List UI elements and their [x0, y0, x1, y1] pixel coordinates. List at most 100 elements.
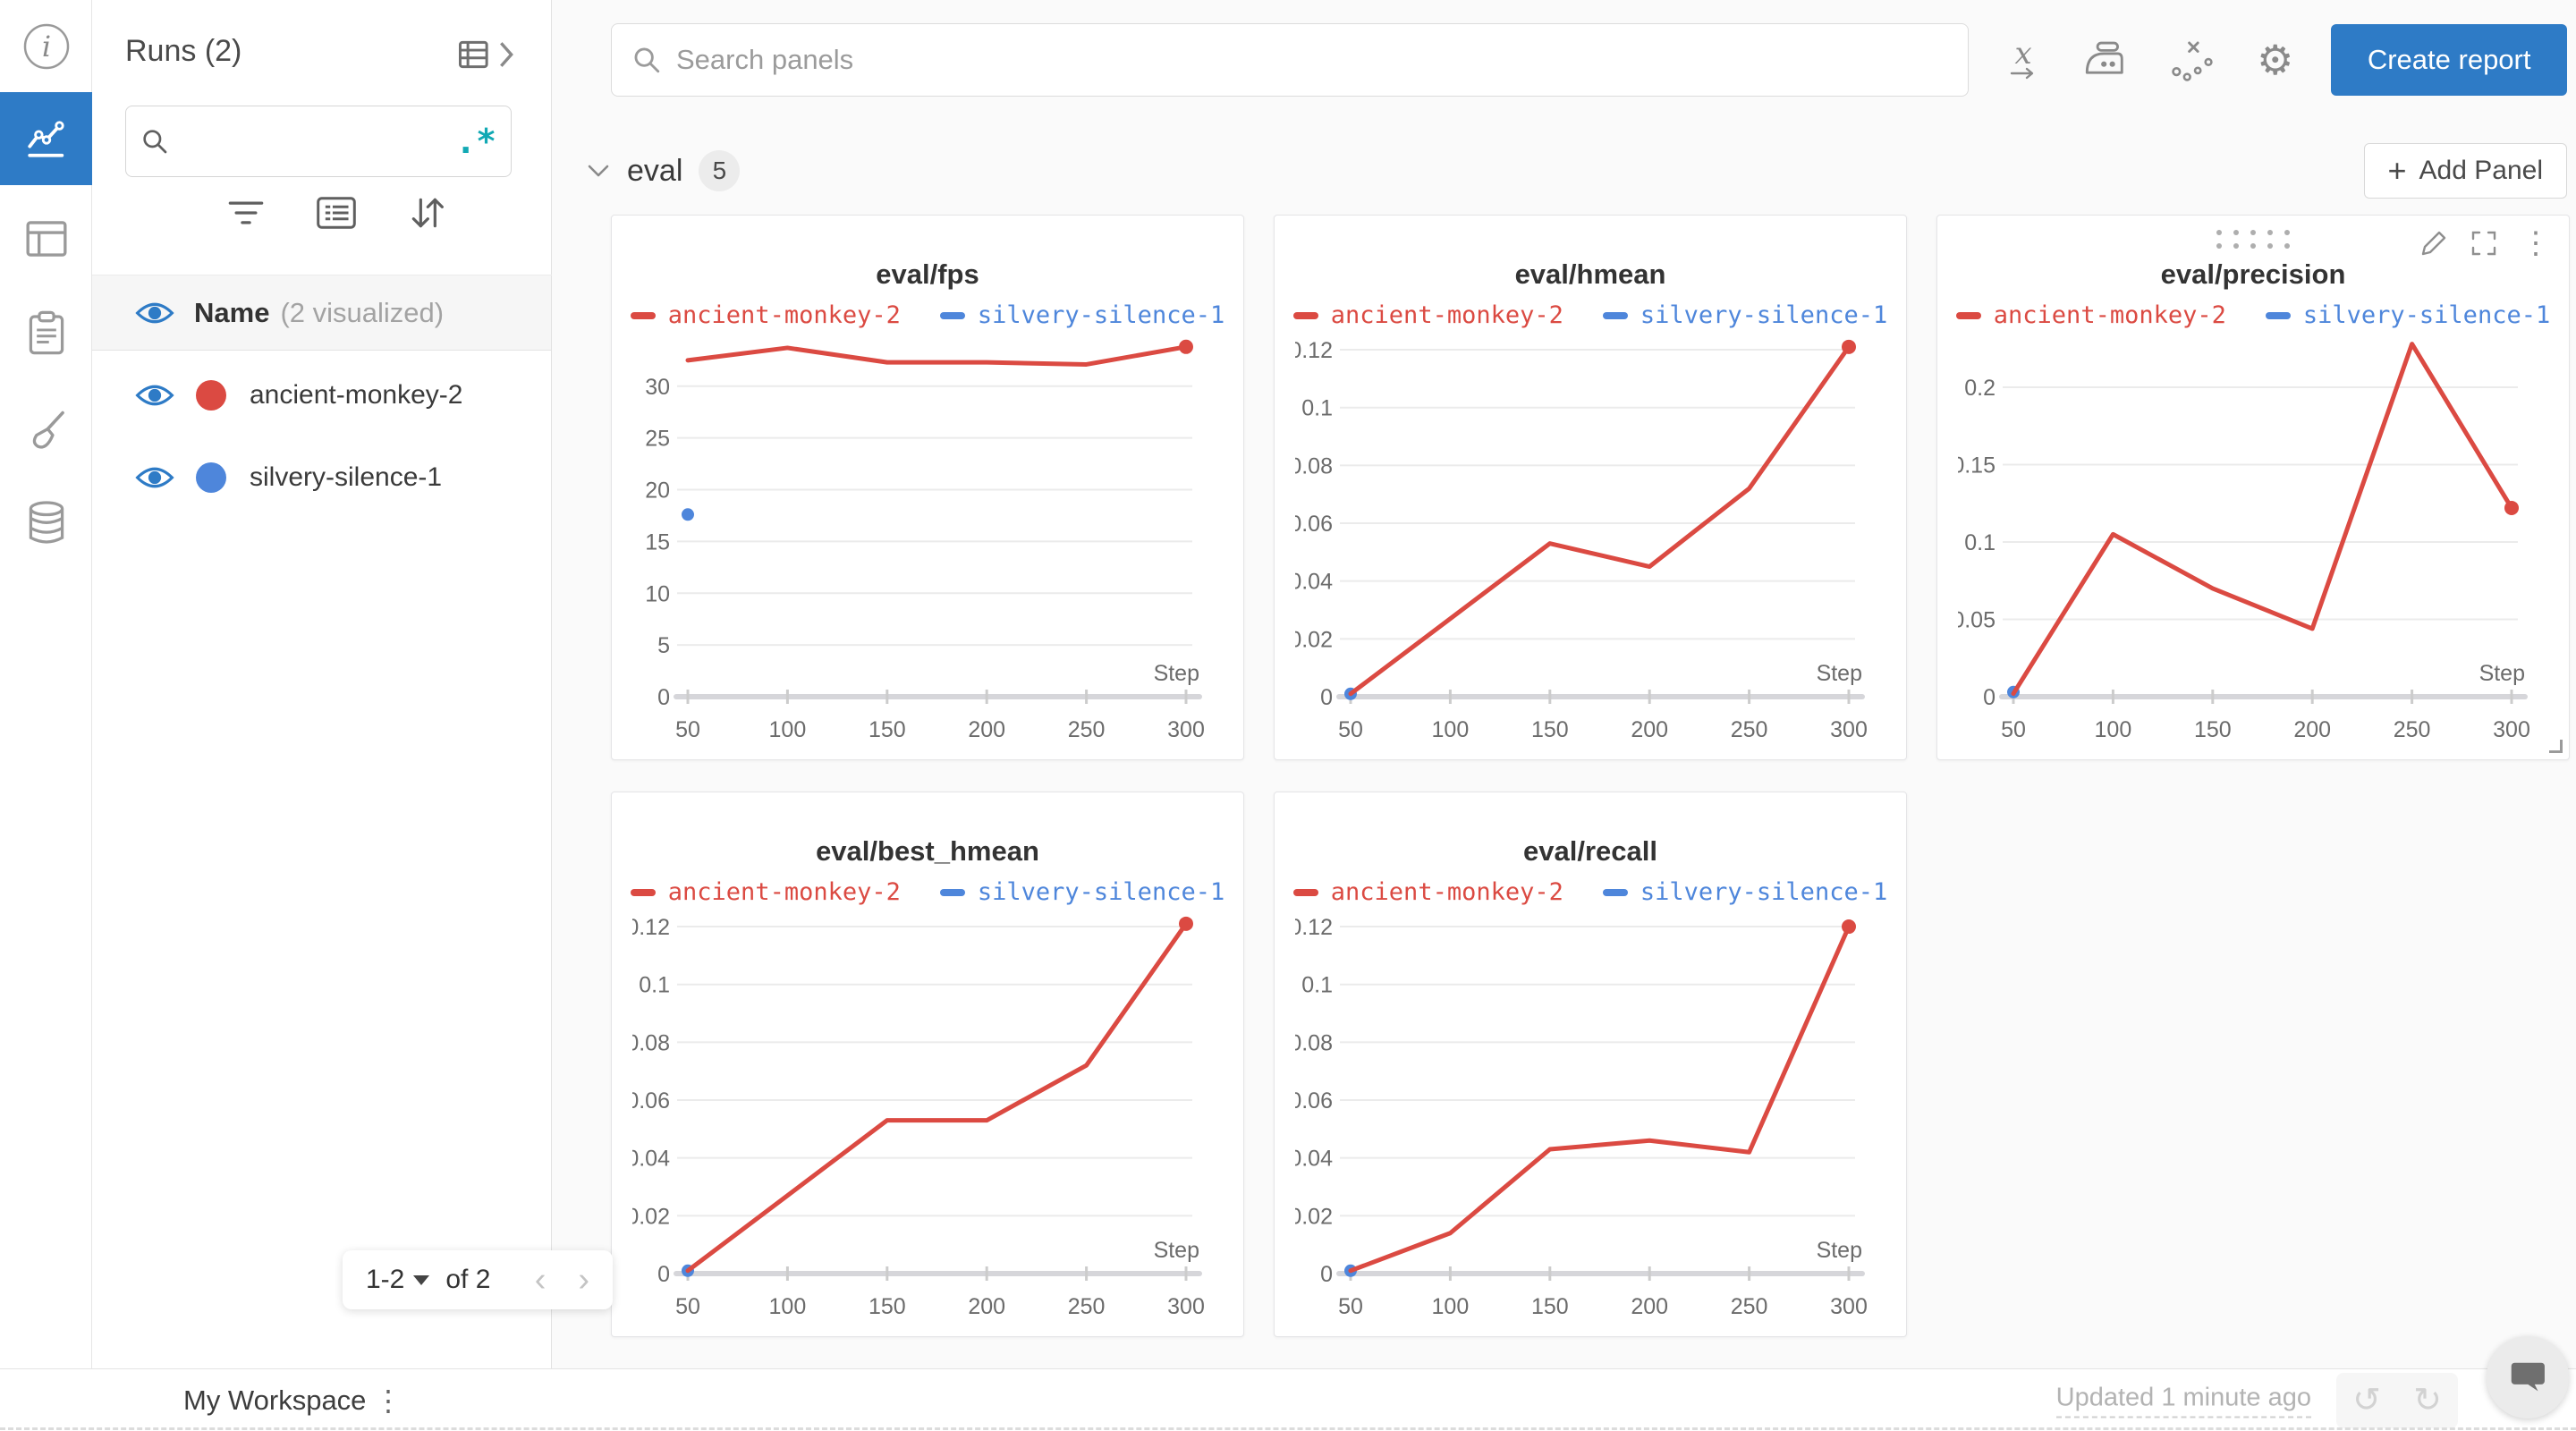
legend-dash-icon	[1292, 311, 1318, 319]
chart-plot-area[interactable]: 0 5 10 15 20 25 30 50 100 150 200 250 300 Step	[632, 331, 1223, 751]
svg-text:0.15: 0.15	[1958, 453, 1996, 478]
chat-launcher-button[interactable]	[2487, 1336, 2569, 1418]
panel-eval-fps[interactable]: eval/fps ancient-monkey-2 silvery-silence-…	[611, 215, 1244, 760]
panel-eval-best-hmean[interactable]: eval/best_hmean ancient-monkey-2 silvery-s…	[611, 792, 1244, 1337]
legend-run-name: ancient-monkey-2	[667, 301, 901, 329]
broom-icon	[32, 411, 64, 449]
svg-text:50: 50	[675, 1294, 700, 1319]
x-axis-settings-icon[interactable]: x	[2010, 38, 2037, 80]
run-color-dot[interactable]	[196, 380, 226, 411]
sidebar-item-charts[interactable]	[0, 92, 92, 185]
pagination-range-dropdown[interactable]: 1-2	[366, 1265, 430, 1295]
footer-bar: My Workspace ⋮ Updated 1 minute ago ↺ ↻	[0, 1368, 2576, 1431]
chart-legend: ancient-monkey-2 silvery-silence-1	[1275, 301, 1906, 329]
runs-pagination: 1-2 of 2 ‹ ›	[343, 1250, 613, 1309]
regex-toggle-icon[interactable]: .*	[455, 121, 496, 161]
svg-text:50: 50	[675, 717, 700, 742]
run-name[interactable]: silvery-silence-1	[250, 462, 443, 492]
run-row-silvery-silence-1[interactable]: silvery-silence-1	[92, 435, 551, 521]
panel-drag-handle[interactable]	[2216, 230, 2290, 249]
sidebar-item-artifacts[interactable]	[0, 483, 92, 563]
legend-entry[interactable]: ancient-monkey-2	[1955, 301, 2226, 329]
eye-icon[interactable]	[135, 300, 174, 326]
legend-dash-icon	[1292, 888, 1318, 896]
list-settings-icon[interactable]	[316, 196, 357, 230]
info-icon[interactable]: i	[0, 13, 92, 80]
workspace-menu-kebab-icon[interactable]: ⋮	[374, 1384, 402, 1417]
svg-text:200: 200	[968, 717, 1005, 742]
panel-eval-hmean[interactable]: eval/hmean ancient-monkey-2 silvery-silenc…	[1274, 215, 1907, 760]
chart-legend: ancient-monkey-2 silvery-silence-1	[1275, 878, 1906, 906]
svg-text:10: 10	[645, 581, 670, 606]
legend-entry[interactable]: silvery-silence-1	[1602, 301, 1887, 329]
chart-plot-area[interactable]: 0 0.02 0.04 0.06 0.08 0.1 0.12 50 100 150 200 250 30…	[1295, 331, 1885, 751]
svg-text:0.08: 0.08	[1295, 453, 1333, 478]
legend-entry[interactable]: ancient-monkey-2	[630, 878, 901, 906]
legend-entry[interactable]: silvery-silence-1	[939, 878, 1225, 906]
panel-kebab-menu-icon[interactable]: ⋮	[2521, 226, 2551, 260]
runs-name-header-row[interactable]: Name (2 visualized)	[92, 275, 551, 351]
runs-panel-title: Runs (2)	[125, 34, 242, 68]
legend-entry[interactable]: silvery-silence-1	[2265, 301, 2550, 329]
legend-entry[interactable]: ancient-monkey-2	[1292, 878, 1563, 906]
svg-text:250: 250	[1068, 1294, 1106, 1319]
legend-entry[interactable]: ancient-monkey-2	[1292, 301, 1563, 329]
section-header-eval: eval 5 + Add Panel	[586, 143, 2567, 199]
eye-icon[interactable]	[135, 464, 174, 491]
legend-dash-icon	[630, 311, 656, 319]
sort-icon[interactable]	[407, 195, 446, 231]
run-search-input[interactable]	[182, 126, 456, 157]
undo-button[interactable]: ↺	[2352, 1382, 2381, 1419]
panel-eval-precision[interactable]: ⋮ eval/precision ancient-monkey-2 silvery-s…	[1936, 215, 2570, 760]
svg-text:0.04: 0.04	[1295, 570, 1333, 595]
runs-table-expand-button[interactable]	[458, 38, 515, 72]
legend-entry[interactable]: ancient-monkey-2	[630, 301, 901, 329]
outliers-icon[interactable]	[2169, 38, 2214, 81]
filter-icon[interactable]	[226, 196, 266, 230]
chart-plot-area[interactable]: 0 0.02 0.04 0.06 0.08 0.1 0.12 50 100 150 200 250 30…	[632, 908, 1223, 1328]
svg-text:200: 200	[1631, 1294, 1668, 1319]
create-report-button[interactable]: Create report	[2331, 24, 2567, 96]
svg-text:100: 100	[1432, 717, 1470, 742]
workspace-toolbar: x	[552, 0, 2576, 97]
panel-resize-handle[interactable]	[2549, 740, 2563, 753]
run-color-dot[interactable]	[196, 462, 226, 493]
legend-entry[interactable]: silvery-silence-1	[1602, 878, 1887, 906]
svg-text:0.08: 0.08	[632, 1030, 670, 1055]
svg-text:0.1: 0.1	[1301, 973, 1333, 998]
edit-pencil-icon[interactable]	[2420, 230, 2447, 257]
sidebar-item-sweeps[interactable]	[0, 390, 92, 470]
chat-bubble-icon	[2511, 1362, 2545, 1392]
redo-button[interactable]: ↻	[2413, 1382, 2442, 1419]
chart-plot-area[interactable]: 0 0.05 0.1 0.15 0.2 50 100 150 200 250 300 Step	[1958, 331, 2548, 751]
run-row-ancient-monkey-2[interactable]: ancient-monkey-2	[92, 352, 551, 438]
search-icon	[143, 130, 167, 154]
svg-text:0.04: 0.04	[1295, 1147, 1333, 1172]
panel-eval-recall[interactable]: eval/recall ancient-monkey-2 silvery-silen…	[1274, 792, 1907, 1337]
legend-entry[interactable]: silvery-silence-1	[939, 301, 1224, 329]
svg-text:150: 150	[1531, 1294, 1569, 1319]
eye-icon[interactable]	[135, 382, 174, 409]
left-icon-rail: i	[0, 0, 92, 1368]
settings-gear-icon[interactable]: ⚙	[2257, 37, 2294, 83]
run-name[interactable]: ancient-monkey-2	[250, 380, 463, 410]
svg-text:0.12: 0.12	[632, 915, 670, 940]
legend-run-name: silvery-silence-1	[977, 878, 1225, 906]
svg-text:0.1: 0.1	[1964, 530, 1996, 555]
section-collapse-toggle[interactable]: eval 5	[586, 150, 741, 191]
svg-text:20: 20	[645, 478, 670, 504]
pagination-next-button[interactable]: ›	[578, 1261, 589, 1299]
legend-dash-icon	[939, 311, 965, 319]
smoothing-icon[interactable]	[2080, 40, 2126, 80]
pagination-prev-button[interactable]: ‹	[534, 1261, 547, 1299]
sidebar-item-table[interactable]	[0, 199, 92, 279]
chart-plot-area[interactable]: 0 0.02 0.04 0.06 0.08 0.1 0.12 50 100 150 200 250 30…	[1295, 908, 1885, 1328]
fullscreen-icon[interactable]	[2470, 230, 2497, 257]
add-panel-button[interactable]: + Add Panel	[2363, 143, 2567, 199]
svg-text:0.02: 0.02	[632, 1204, 670, 1229]
sidebar-item-logs[interactable]	[0, 293, 92, 374]
search-icon	[634, 47, 660, 73]
svg-text:30: 30	[645, 375, 670, 400]
updated-timestamp[interactable]: Updated 1 minute ago	[2055, 1383, 2311, 1418]
panel-search-input[interactable]	[676, 44, 1949, 76]
